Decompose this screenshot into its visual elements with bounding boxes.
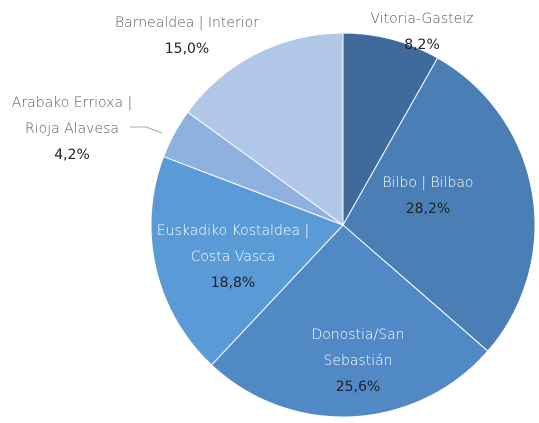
slice-label: Bilbo | Bilbao 28,2% (373, 170, 483, 222)
pie-slice (210, 224, 489, 418)
value-label: 8,2% (404, 37, 440, 53)
slice-label: Euskadiko Kostaldea | Costa Vasca 18,8% (138, 218, 328, 296)
category-label: Donostia/San Sebastián (311, 327, 405, 369)
pie-slice (150, 155, 344, 366)
category-label: Bilbo | Bilbao (382, 175, 474, 191)
slice-label: Arabako Errioxa | Rioja Alavesa 4,2% (0, 90, 147, 168)
pie-slice (186, 32, 344, 226)
category-label: Barnealdea | Interior (115, 15, 259, 31)
category-label: Vitoria-Gasteiz (370, 11, 474, 27)
slice-label: Vitoria-Gasteiz 8,2% (352, 6, 492, 58)
category-label: Euskadiko Kostaldea | Costa Vasca (156, 223, 310, 265)
slice-label: Donostia/San Sebastián 25,6% (293, 322, 423, 400)
slice-label: Barnealdea | Interior 15,0% (92, 10, 282, 62)
value-label: 18,8% (210, 275, 256, 291)
pie-slice (342, 57, 536, 352)
category-label: Arabako Errioxa | Rioja Alavesa (11, 95, 133, 137)
value-label: 4,2% (54, 147, 90, 163)
value-label: 25,6% (335, 379, 381, 395)
pie-slice (342, 32, 439, 227)
value-label: 15,0% (164, 41, 210, 57)
value-label: 28,2% (405, 201, 451, 217)
leader-line (130, 126, 163, 134)
